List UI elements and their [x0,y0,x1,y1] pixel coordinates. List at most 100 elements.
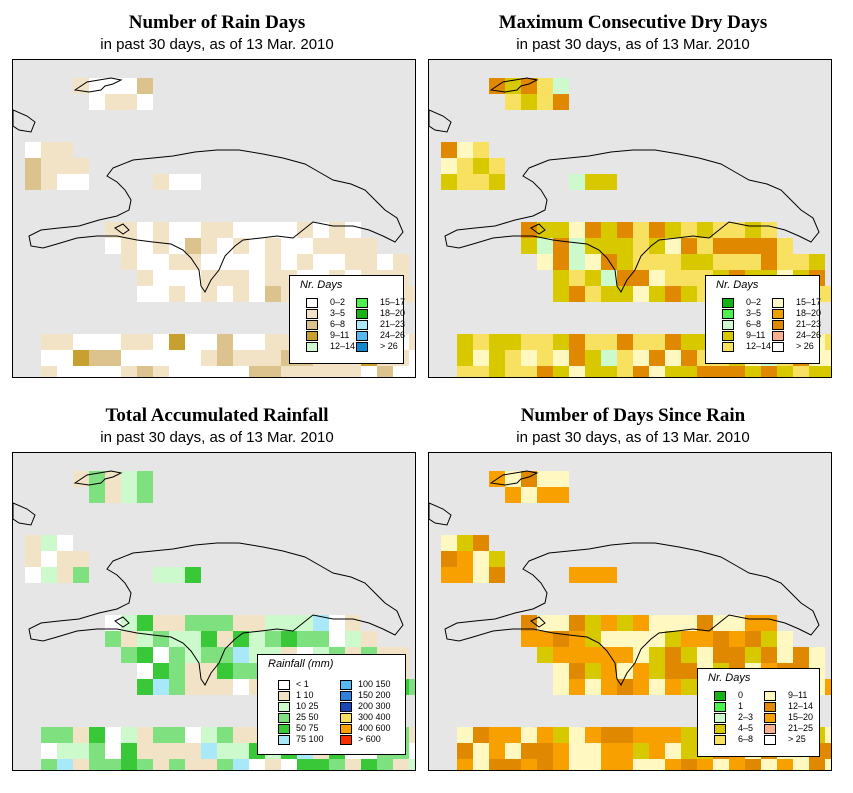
grid-cell [809,759,825,770]
grid-cell [521,350,537,366]
grid-cell [105,78,121,94]
grid-cell [697,366,713,377]
legend-swatch [722,342,734,352]
grid-cell [825,727,831,743]
grid-cell [249,238,265,254]
grid-cell [137,94,153,110]
grid-cell [329,615,345,631]
grid-cell [217,222,233,238]
grid-cell [473,366,489,377]
legend-label: 21–23 [380,319,406,329]
grid-cell [601,334,617,350]
grid-cell [537,78,553,94]
grid-cell [249,286,265,302]
grid-cell [569,350,585,366]
legend-swatch [278,724,290,734]
legend-label: 1 [738,701,744,711]
grid-cell [393,759,409,770]
legend-label: 15–17 [380,297,406,307]
legend-swatch [714,713,726,723]
dry-days-panel: Maximum Consecutive Dry Days in past 30 … [428,12,838,397]
legend-label: 12–14 [788,701,814,711]
grid-cell [617,743,633,759]
grid-cell [633,759,649,770]
grid-cell [537,631,553,647]
grid-cell [249,222,265,238]
legend-label: 24–26 [796,330,822,340]
grid-cell [457,334,473,350]
grid-cell [617,350,633,366]
grid-cell [89,350,105,366]
legend-label: 12–14 [746,341,772,351]
grid-cell [329,366,345,377]
grid-cell [457,551,473,567]
grid-cell [521,471,537,487]
grid-cell [681,366,697,377]
grid-cell [665,663,681,679]
grid-cell [185,366,201,377]
legend-swatch [764,735,776,745]
legend-label: 300 400 [358,712,391,722]
grid-cell [633,366,649,377]
grid-cell [217,663,233,679]
grid-cell [665,334,681,350]
grid-cell [73,158,89,174]
grid-cell [41,551,57,567]
grid-cell [217,286,233,302]
grid-cell [633,615,649,631]
grid-cell [441,567,457,583]
grid-cell [537,471,553,487]
legend-label: 3–5 [330,308,346,318]
grid-cell [633,350,649,366]
grid-cell [521,759,537,770]
grid-cell [777,759,793,770]
grid-cell [57,551,73,567]
grid-cell [649,663,665,679]
grid-cell [169,286,185,302]
grid-cell [713,238,729,254]
grid-cell [569,759,585,770]
legend-label: 0–2 [330,297,346,307]
grid-cell [265,270,281,286]
legend-label: > 26 [796,341,814,351]
grid-cell [393,366,409,377]
grid-cell [201,222,217,238]
legend-label: 12–14 [330,341,356,351]
grid-cell [665,366,681,377]
legend-label: 2–3 [738,712,754,722]
grid-cell [729,238,745,254]
grid-cell [329,254,345,270]
grid-cell [217,679,233,695]
grid-cell [505,366,521,377]
grid-cell [185,254,201,270]
grid-cell [201,238,217,254]
grid-cell [361,238,377,254]
grid-cell [457,759,473,770]
legend-swatch [356,309,368,319]
grid-cell [377,759,393,770]
grid-cell [217,238,233,254]
grid-cell [569,286,585,302]
grid-cell [41,174,57,190]
grid-cell [745,238,761,254]
grid-cell [617,286,633,302]
grid-cell [489,727,505,743]
panel-title: Number of Days Since Rain [520,405,746,426]
grid-cell [473,174,489,190]
grid-cell [201,663,217,679]
legend-label: 6–8 [746,319,762,329]
grid-cell [665,615,681,631]
grid-cell [761,647,777,663]
coastline [73,77,123,93]
grid-cell [169,759,185,770]
grid-cell [681,759,697,770]
grid-cell [345,615,361,631]
grid-cell [121,238,137,254]
grid-cell [569,270,585,286]
grid-cell [777,366,793,377]
grid-cell [441,158,457,174]
grid-cell [73,350,89,366]
legend-label: 0 [738,690,744,700]
legend-label: 400 600 [358,723,391,733]
